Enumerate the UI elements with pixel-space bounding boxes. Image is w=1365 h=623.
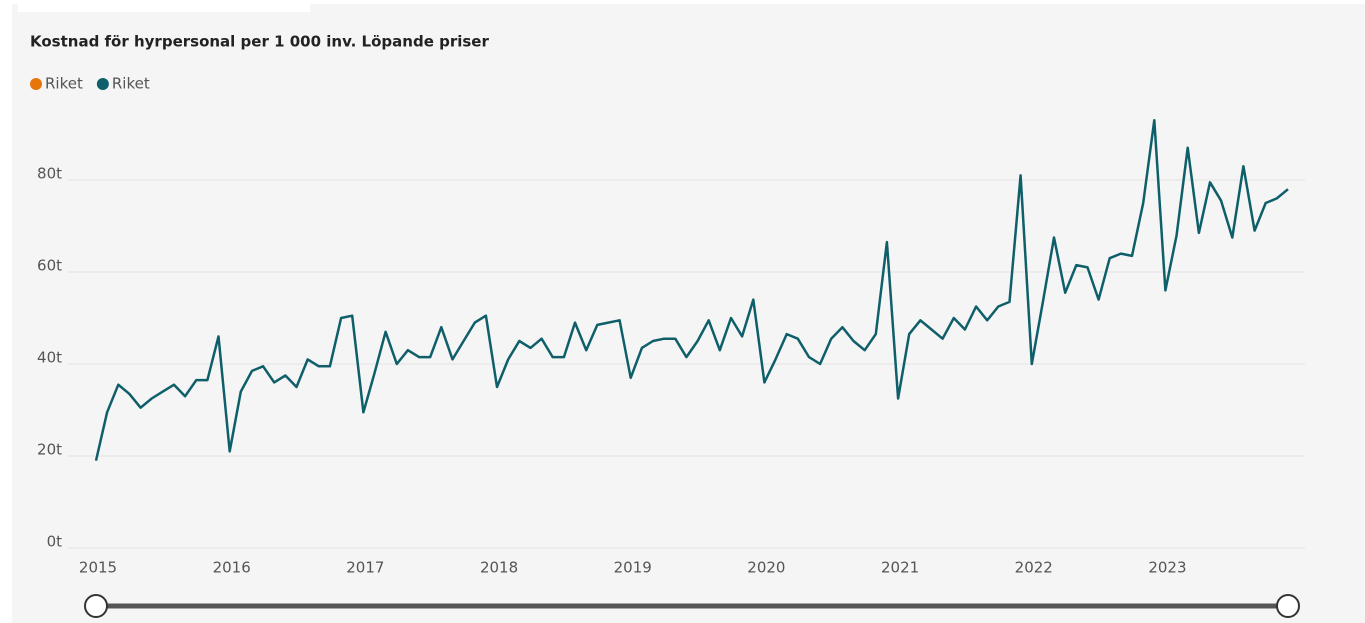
range-slider-handle[interactable]	[1276, 594, 1300, 618]
y-tick-label: 80t	[37, 165, 62, 183]
y-tick-label: 60t	[37, 257, 62, 275]
x-tick-label: 2022	[1015, 559, 1053, 577]
legend-marker	[96, 78, 109, 90]
x-tick-label: 2017	[346, 559, 384, 577]
legend-label: Riket	[45, 75, 83, 93]
x-tick-label: 2020	[747, 559, 785, 577]
x-tick-label: 2015	[79, 559, 117, 577]
x-tick-label: 2023	[1148, 559, 1186, 577]
range-slider-handle[interactable]	[84, 594, 108, 618]
y-tick-label: 20t	[37, 441, 62, 459]
y-tick-label: 40t	[37, 349, 62, 367]
x-tick-label: 2019	[614, 559, 652, 577]
data-line	[94, 118, 1289, 461]
x-tick-label: 2016	[213, 559, 251, 577]
x-tick-label: 2021	[881, 559, 919, 577]
legend-label: Riket	[112, 75, 150, 93]
legend-marker	[30, 78, 42, 90]
x-tick-label: 2018	[480, 559, 518, 577]
header-box	[18, 0, 310, 12]
y-tick-label: 0t	[47, 533, 63, 551]
chart-title: Kostnad för hyrpersonal per 1 000 inv. L…	[30, 33, 489, 51]
panel	[12, 4, 1365, 623]
